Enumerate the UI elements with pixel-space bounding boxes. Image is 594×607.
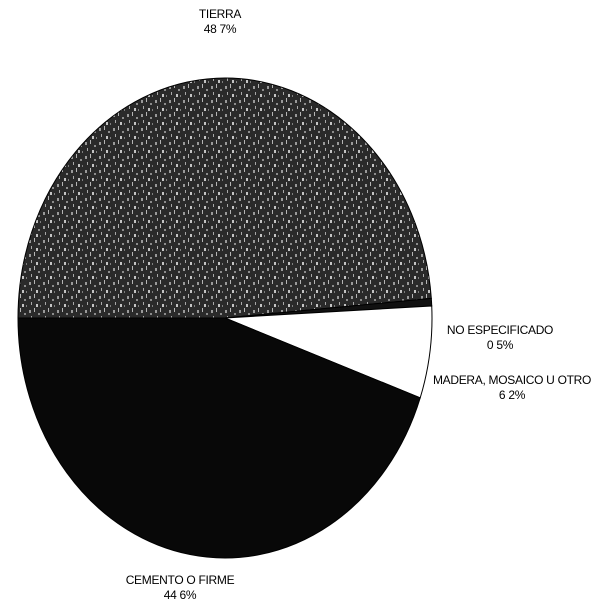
label-cemento-value: 44 6% [163, 588, 197, 602]
label-cemento: CEMENTO O FIRME 44 6% [125, 573, 235, 603]
label-tierra-value: 48 7% [203, 22, 237, 36]
pie-slice-cemento-o-firme [17, 317, 421, 559]
label-madera-value: 6 2% [498, 388, 526, 402]
label-tierra-name: TIERRA [198, 7, 242, 21]
label-no-especificado-name: NO ESPECIFICADO [446, 323, 554, 337]
pie-slice-tierra [17, 77, 432, 319]
label-no-especificado-value: 0 5% [486, 338, 514, 352]
label-cemento-name: CEMENTO O FIRME [125, 573, 235, 587]
label-madera-name: MADERA, MOSAICO U OTRO [432, 373, 592, 387]
label-madera: MADERA, MOSAICO U OTRO 6 2% [432, 373, 592, 403]
label-no-especificado: NO ESPECIFICADO 0 5% [440, 323, 560, 353]
label-tierra: TIERRA 48 7% [165, 7, 275, 37]
